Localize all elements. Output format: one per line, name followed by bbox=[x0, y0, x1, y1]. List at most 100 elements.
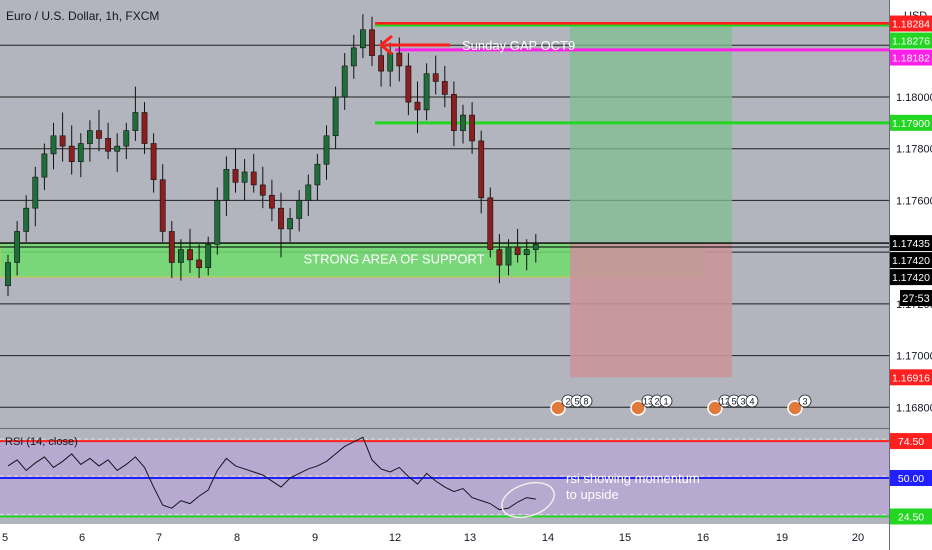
price-level-badge: 1.17900 bbox=[890, 114, 932, 131]
candle bbox=[159, 164, 166, 242]
event-count-label: 4 bbox=[749, 397, 754, 407]
y-tick-label: 1.16800 bbox=[896, 402, 932, 414]
candle bbox=[514, 228, 521, 263]
rsi-level-label: 50.00 bbox=[898, 473, 924, 485]
event-count-badge[interactable] bbox=[579, 394, 593, 408]
candle bbox=[123, 122, 130, 160]
rsi-level-label: 74.50 bbox=[898, 436, 924, 448]
candle bbox=[214, 187, 221, 255]
rsi-note-line1: rsi showing momentum bbox=[566, 471, 700, 486]
candle bbox=[323, 125, 330, 180]
event-flag-icon[interactable] bbox=[787, 400, 803, 416]
candle bbox=[14, 221, 20, 276]
price-level-badge: 1.16916 bbox=[890, 369, 932, 386]
candle bbox=[32, 166, 39, 227]
rsi-note-line2: to upside bbox=[566, 487, 619, 502]
stop-zone bbox=[570, 243, 732, 378]
rsi-level-badge: 74.50 bbox=[890, 433, 932, 450]
candle bbox=[241, 159, 248, 201]
event-count-label: 5 bbox=[731, 397, 736, 407]
event-group[interactable]: 13 2 1 bbox=[630, 394, 673, 416]
candles bbox=[5, 14, 539, 297]
time-axis-ticks: 5 6 7 8 9 12 13 14 15 16 19 20 bbox=[2, 532, 864, 544]
candle bbox=[305, 174, 312, 216]
rsi-level-label: 24.50 bbox=[898, 511, 924, 523]
candle bbox=[96, 109, 102, 152]
price-level-badge: 1.18182 bbox=[890, 49, 932, 66]
event-count-label: 2 bbox=[565, 397, 570, 407]
candle bbox=[460, 104, 466, 144]
candle bbox=[369, 16, 375, 66]
event-count-label: 13 bbox=[643, 397, 653, 407]
candle bbox=[87, 120, 93, 162]
event-count-label: 1 bbox=[663, 397, 668, 407]
x-tick-label: 12 bbox=[389, 532, 401, 544]
candle bbox=[50, 122, 57, 170]
rsi-line bbox=[7, 436, 536, 511]
price-level-label: 1.17900 bbox=[892, 118, 930, 130]
price-level-badge: 1.17420 bbox=[890, 269, 932, 286]
x-tick-label: 15 bbox=[619, 532, 631, 544]
event-count-badge[interactable] bbox=[659, 394, 673, 408]
event-group[interactable]: 3 bbox=[787, 394, 812, 416]
economic-events[interactable]: 2 5 8 13 2 1 12 5 3 4 3 bbox=[550, 394, 812, 416]
price-level-label: 1.18284 bbox=[892, 19, 930, 31]
candle bbox=[496, 234, 503, 284]
x-tick-label: 20 bbox=[852, 532, 864, 544]
candle bbox=[423, 63, 430, 121]
x-tick-label: 19 bbox=[776, 532, 788, 544]
candle bbox=[196, 244, 202, 279]
rsi-level-badge: 50.00 bbox=[890, 470, 932, 487]
candle bbox=[432, 55, 439, 95]
event-count-badge[interactable] bbox=[745, 394, 759, 408]
candle bbox=[5, 254, 11, 297]
rsi-label: RSI (14, close) bbox=[5, 436, 78, 448]
candle bbox=[23, 195, 30, 242]
candle bbox=[332, 86, 339, 149]
candle bbox=[469, 102, 475, 154]
candle bbox=[532, 234, 539, 263]
y-tick-label: 1.17000 bbox=[896, 351, 932, 363]
candle bbox=[105, 122, 111, 160]
candle bbox=[450, 81, 457, 147]
event-flag-icon[interactable] bbox=[707, 400, 723, 416]
countdown-label: 27:53 bbox=[902, 293, 930, 305]
time-axis-background bbox=[0, 524, 889, 550]
candle bbox=[287, 208, 293, 242]
candle bbox=[168, 221, 175, 279]
price-level-badge: 1.17435 bbox=[890, 235, 932, 252]
candle bbox=[223, 156, 230, 216]
candle bbox=[41, 143, 48, 191]
event-count-label: 12 bbox=[720, 397, 730, 407]
event-count-label: 3 bbox=[802, 397, 807, 407]
price-level-badge: 1.18284 bbox=[890, 15, 932, 32]
rsi-level-labels: 74.50 50.00 24.50 bbox=[890, 433, 932, 525]
candle bbox=[478, 130, 485, 214]
price-level-label: 1.17420 bbox=[892, 255, 930, 267]
x-tick-label: 8 bbox=[234, 532, 240, 544]
candle bbox=[178, 239, 184, 281]
event-group[interactable]: 12 5 3 4 bbox=[707, 394, 759, 416]
event-count-label: 2 bbox=[654, 397, 659, 407]
event-flag-icon[interactable] bbox=[550, 400, 566, 416]
event-count-badge[interactable] bbox=[798, 394, 812, 408]
price-level-label: 1.17435 bbox=[892, 238, 930, 250]
event-flag-icon[interactable] bbox=[630, 400, 646, 416]
candle bbox=[441, 65, 448, 108]
candle bbox=[314, 153, 321, 201]
x-tick-label: 14 bbox=[542, 532, 554, 544]
candle bbox=[359, 14, 366, 59]
candle bbox=[405, 53, 412, 116]
price-axis-ticks: 1.180001.178001.176001.172001.170001.168… bbox=[896, 92, 932, 414]
candle bbox=[523, 239, 530, 271]
candle bbox=[141, 102, 148, 154]
target-zone bbox=[570, 23, 732, 244]
price-level-badge: 1.17420 bbox=[890, 252, 932, 269]
gap-arrow bbox=[378, 34, 450, 56]
x-tick-label: 16 bbox=[697, 532, 709, 544]
y-tick-label: 1.17600 bbox=[896, 195, 932, 207]
candle bbox=[296, 190, 303, 232]
candle bbox=[350, 34, 357, 79]
